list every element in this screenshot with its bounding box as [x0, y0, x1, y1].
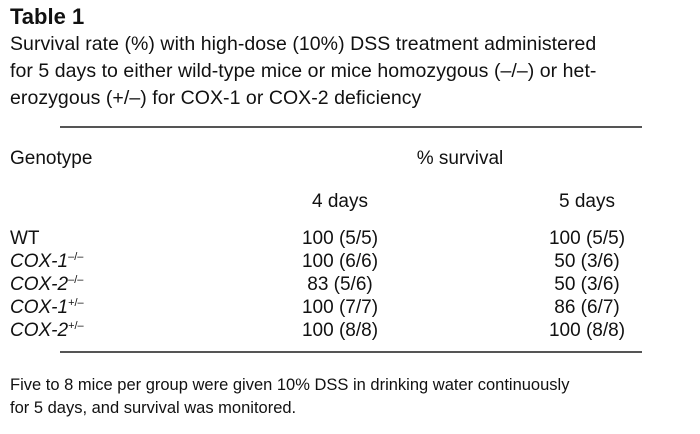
survival-4days-cell: 100 (5/5) [301, 228, 379, 249]
col-4days-header: 4 days [312, 191, 368, 212]
survival-5days-cell: 50 (3/6) [554, 251, 620, 272]
genotype-cell: WT [10, 228, 40, 250]
genotype-superscript: +/– [68, 320, 84, 332]
genotype-name: COX-1 [10, 297, 69, 318]
survival-header: % survival [416, 148, 504, 169]
genotype-header: Genotype [10, 148, 93, 169]
survival-4days-cell: 83 (5/6) [307, 274, 373, 295]
survival-5days-cell: 100 (5/5) [548, 228, 626, 249]
survival-4days-cell: 100 (6/6) [301, 251, 379, 272]
col-5days-header: 5 days [559, 191, 615, 212]
footnote-line: for 5 days, and survival was monitored. [10, 399, 297, 417]
genotype-superscript: –/– [68, 274, 84, 286]
genotype-superscript: –/– [68, 251, 84, 263]
genotype-cell: COX-1–/– [10, 251, 83, 273]
genotype-cell: COX-2+/– [10, 320, 84, 342]
genotype-cell: COX-2–/– [10, 274, 83, 296]
survival-5days-cell: 50 (3/6) [554, 274, 620, 295]
table-title: Table 1 [10, 4, 85, 29]
survival-4days-cell: 100 (8/8) [301, 320, 379, 341]
survival-5days-cell: 86 (6/7) [554, 297, 620, 318]
genotype-name: WT [10, 228, 40, 249]
genotype-cell: COX-1+/– [10, 297, 84, 319]
caption-line: for 5 days to either wild-type mice or m… [10, 60, 597, 82]
footnote-line: Five to 8 mice per group were given 10% … [10, 376, 570, 394]
genotype-superscript: +/– [68, 297, 84, 309]
survival-4days-cell: 100 (7/7) [301, 297, 379, 318]
top-rule [60, 126, 642, 128]
genotype-name: COX-1 [10, 251, 69, 272]
genotype-name: COX-2 [10, 320, 69, 341]
bottom-rule [60, 351, 642, 353]
survival-5days-cell: 100 (8/8) [548, 320, 626, 341]
caption-line: Survival rate (%) with high-dose (10%) D… [10, 33, 597, 55]
genotype-name: COX-2 [10, 274, 69, 295]
caption-line: erozygous (+/–) for COX-1 or COX-2 defic… [10, 87, 422, 109]
